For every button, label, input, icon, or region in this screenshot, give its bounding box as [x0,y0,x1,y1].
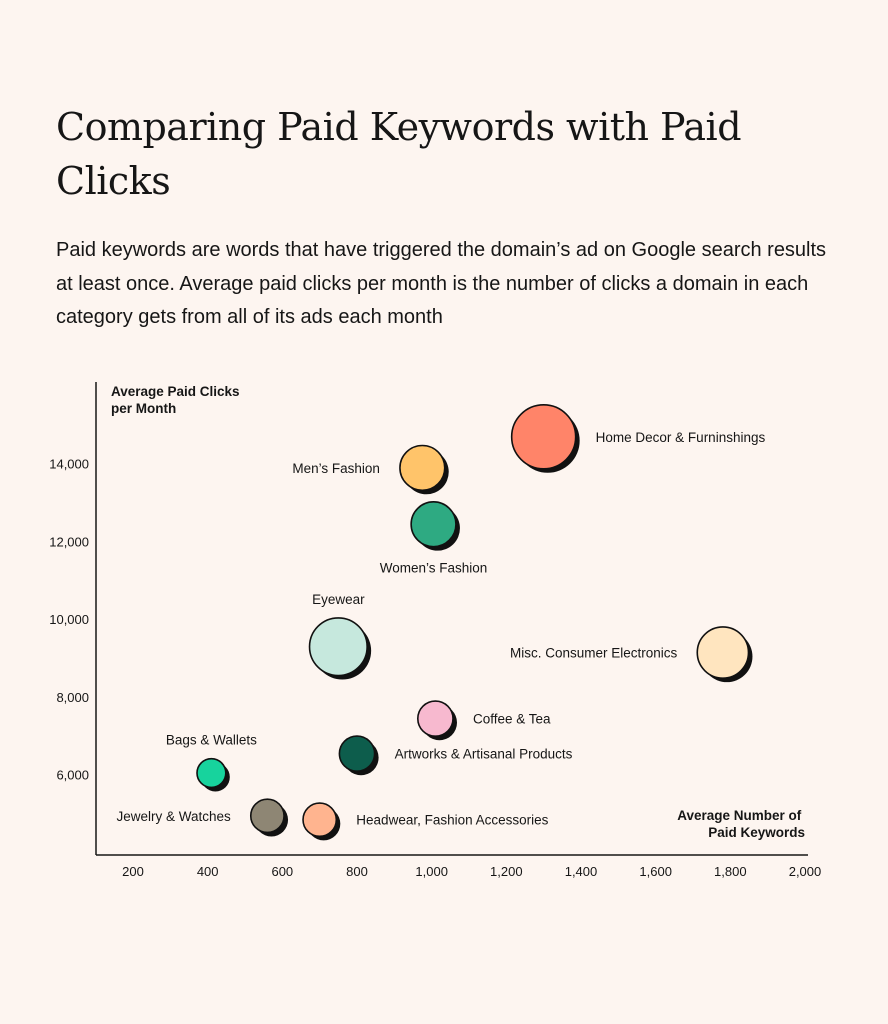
bubble-point [196,757,227,789]
y-tick-label: 10,000 [49,612,89,627]
bubble-label-misc-consumer-electronics: Misc. Consumer Electronics [510,646,678,661]
bubble-misc-consumer-electronics [696,626,753,683]
bubble-jewelry-watches [249,798,289,837]
bubble-label-jewelry-watches: Jewelry & Watches [116,809,231,824]
y-tick-label: 8,000 [56,690,89,705]
bubble-point [338,735,376,773]
bubble-point [308,617,368,677]
bubble-point [249,798,285,834]
x-tick-label: 800 [346,864,368,879]
y-tick-label: 14,000 [49,457,89,472]
x-tick-label: 400 [197,864,219,879]
x-tick-labels: 200 400 600 800 1,000 1,200 1,400 1,600 1,800 2,0… [122,864,821,879]
bubble-label-bags-wallets: Bags & Wallets [166,733,257,748]
bubble-label-artworks-artisanal-products: Artworks & Artisanal Products [395,747,573,762]
x-axis-title-line-2: Paid Keywords [708,825,805,840]
y-tick-labels: 6,000 8,000 10,000 12,000 14,000 [49,457,89,783]
bubble-label-women-s-fashion: Women’s Fashion [380,561,488,576]
bubble-women-s-fashion [410,501,460,551]
bubble-artworks-artisanal-products [338,735,379,776]
page-subtitle: Paid keywords are words that have trigge… [56,239,827,328]
bubble-point [399,444,446,492]
bubble-label-men-s-fashion: Men’s Fashion [292,461,380,476]
x-axis-title-line-1: Average Number of [677,808,802,823]
x-axis-title: Average Number of Paid Keywords [677,808,805,840]
bubble-label-headwear-fashion-accessories: Headwear, Fashion Accessories [356,813,548,828]
bubble-series [196,403,753,841]
x-tick-label: 1,400 [565,864,598,879]
bubble-label-coffee-tea: Coffee & Tea [473,712,551,727]
bubble-coffee-tea [416,700,457,741]
y-tick-label: 12,000 [49,534,89,549]
y-axis-title: Average Paid Clicks per Month [111,384,243,416]
x-tick-label: 1,600 [639,864,672,879]
x-tick-label: 200 [122,864,144,879]
x-tick-label: 600 [271,864,293,879]
x-tick-label: 2,000 [789,864,822,879]
bubble-label-home-decor-furninshings: Home Decor & Furninshings [596,430,766,445]
x-tick-label: 1,000 [415,864,448,879]
y-axis-title-line-2: per Month [111,401,176,416]
page-title: Comparing Paid Keywords with Paid Clicks [56,105,742,203]
x-tick-label: 1,800 [714,864,747,879]
x-tick-label: 1,200 [490,864,523,879]
y-tick-label: 6,000 [56,768,89,783]
bubble-point [302,802,338,838]
bubble-point [696,626,750,679]
bubble-labels: Home Decor & Furninshings Men’s Fashion Wo… [116,430,765,828]
bubble-men-s-fashion [399,444,449,495]
bubble-point [416,700,454,738]
bubble-point [410,501,457,548]
chart-axes [95,382,808,856]
bubble-label-eyewear: Eyewear [312,592,365,607]
bubble-eyewear [308,617,372,680]
bubble-bags-wallets [196,757,230,792]
bubble-point [510,403,577,470]
bubble-headwear-fashion-accessories [302,802,341,841]
y-axis-title-line-1: Average Paid Clicks [111,384,240,399]
bubble-home-decor-furninshings [510,403,580,473]
